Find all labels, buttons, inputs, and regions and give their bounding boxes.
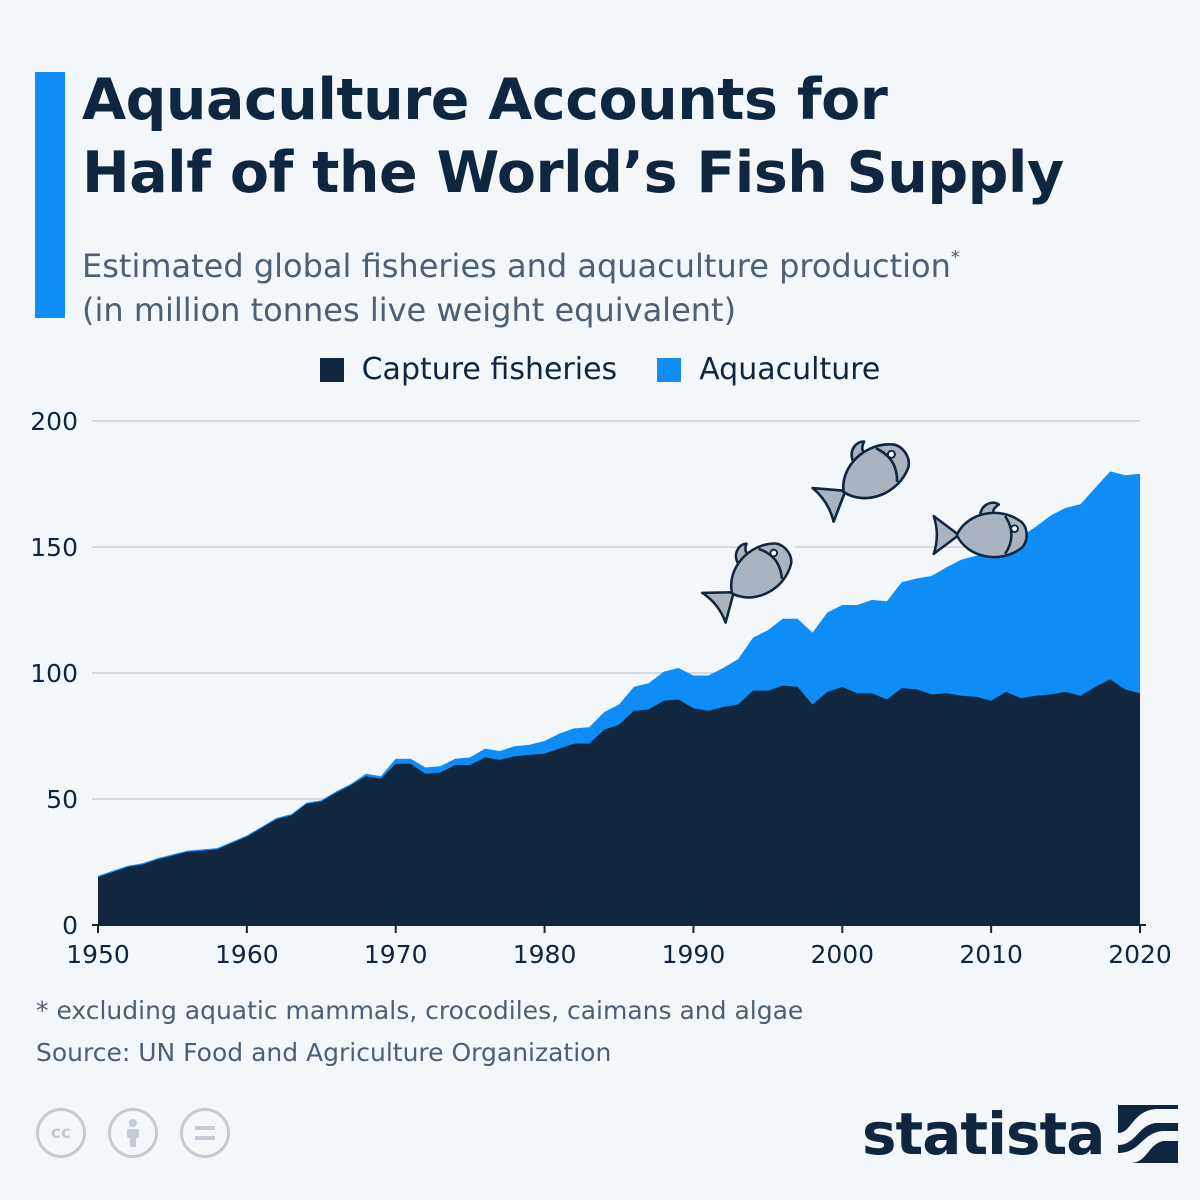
stacked-area-chart: 0 50 100 150 200 1950 1960 1970 1980 1990 2000 2010…	[30, 407, 1172, 969]
legend-item-aquaculture: Aquaculture	[657, 352, 880, 387]
fish-icon	[701, 535, 800, 624]
fish-icon	[811, 435, 918, 523]
accent-bar	[35, 72, 65, 318]
chart-title-line-1: Aquaculture Accounts for	[82, 67, 888, 133]
y-tick-label: 150	[30, 533, 78, 562]
legend-item-capture: Capture fisheries	[319, 352, 618, 387]
y-tick-label: 100	[30, 659, 78, 688]
legend-label-aquaculture: Aquaculture	[699, 352, 881, 387]
fish-icon	[932, 501, 1028, 559]
legend-swatch-aquaculture	[657, 357, 682, 382]
subtitle-line-1: Estimated global fisheries and aquacultu…	[82, 236, 1172, 288]
statista-mark-icon	[1118, 1105, 1179, 1163]
y-tick-label: 200	[30, 407, 78, 436]
brand-name: statista	[862, 1100, 1105, 1168]
x-tick-label: 1950	[66, 940, 130, 969]
subtitle-line-2: (in million tonnes live weight equivalen…	[82, 291, 737, 329]
footnote-block: * excluding aquatic mammals, crocodiles,…	[36, 990, 803, 1074]
x-tick-label: 1970	[364, 940, 428, 969]
brand-logo[interactable]: statista	[862, 1100, 1179, 1168]
chart-legend: Capture fisheries Aquaculture	[0, 352, 1200, 387]
x-tick-label: 1960	[215, 940, 279, 969]
cc-icon[interactable]: cc	[36, 1108, 86, 1158]
subtitle-footnote-marker: *	[950, 247, 960, 268]
chart-title: Aquaculture Accounts for Half of the Wor…	[82, 64, 1182, 210]
y-tick-label: 0	[62, 911, 78, 940]
person-glyph	[127, 1119, 139, 1147]
subtitle-text-1: Estimated global fisheries and aquacultu…	[82, 247, 951, 285]
y-tick-label: 50	[46, 785, 78, 814]
license-icons: cc	[36, 1108, 252, 1158]
x-tick-label: 1990	[662, 940, 726, 969]
equals-glyph	[195, 1126, 215, 1140]
series-area-capture	[98, 679, 1140, 925]
no-derivatives-icon[interactable]	[180, 1108, 230, 1158]
chart-title-line-2: Half of the World’s Fish Supply	[82, 140, 1064, 206]
x-tick-label: 2000	[810, 940, 874, 969]
x-tick-label: 2010	[959, 940, 1023, 969]
footnote-text: * excluding aquatic mammals, crocodiles,…	[36, 996, 804, 1025]
legend-swatch-capture	[319, 357, 344, 382]
legend-label-capture: Capture fisheries	[361, 352, 618, 387]
x-tick-label: 2020	[1108, 940, 1172, 969]
source-text: Source: UN Food and Agriculture Organiza…	[36, 1038, 612, 1067]
chart-subtitle: Estimated global fisheries and aquacultu…	[82, 236, 1172, 332]
x-tick-label: 1980	[513, 940, 577, 969]
attribution-icon[interactable]	[108, 1108, 158, 1158]
